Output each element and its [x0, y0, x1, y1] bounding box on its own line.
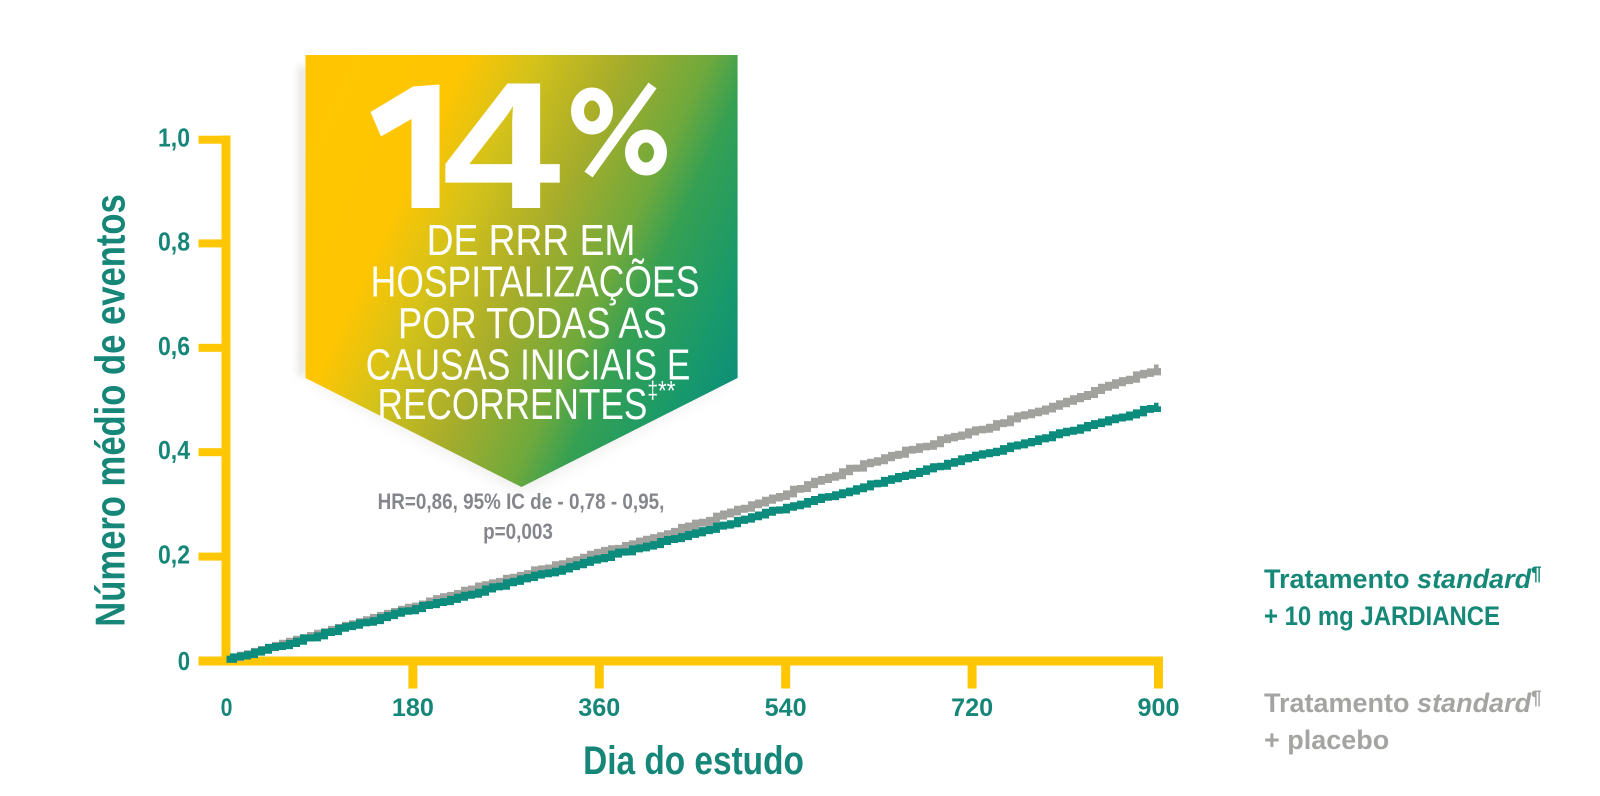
- svg-text:360: 360: [578, 694, 620, 722]
- svg-text:0: 0: [221, 693, 233, 721]
- svg-text:180: 180: [392, 694, 434, 722]
- svg-text:POR TODAS AS: POR TODAS AS: [398, 298, 667, 348]
- svg-text:540: 540: [765, 694, 807, 722]
- svg-text:Dia do estudo: Dia do estudo: [583, 738, 804, 783]
- svg-text:1,0: 1,0: [158, 123, 190, 153]
- svg-text:RECORRENTES‡**: RECORRENTES‡**: [378, 376, 676, 429]
- svg-text:0,6: 0,6: [158, 331, 190, 361]
- svg-text:DE RRR EM: DE RRR EM: [427, 215, 636, 265]
- svg-text:+ placebo: + placebo: [1264, 725, 1389, 755]
- svg-text:HOSPITALIZAÇÕES: HOSPITALIZAÇÕES: [371, 257, 700, 307]
- svg-text:0,8: 0,8: [158, 226, 190, 256]
- svg-text:720: 720: [951, 694, 993, 722]
- svg-text:0,2: 0,2: [158, 540, 190, 570]
- svg-text:0: 0: [178, 647, 190, 676]
- svg-text:4: 4: [442, 44, 561, 246]
- svg-text:Tratamento standard¶: Tratamento standard¶: [1264, 564, 1542, 594]
- svg-text:Tratamento standard¶: Tratamento standard¶: [1264, 688, 1542, 718]
- svg-text:p=0,003: p=0,003: [483, 520, 553, 545]
- svg-text:+ 10 mg JARDIANCE: + 10 mg JARDIANCE: [1264, 601, 1500, 631]
- svg-text:900: 900: [1138, 694, 1180, 722]
- svg-text:CAUSAS INICIAIS E: CAUSAS INICIAIS E: [366, 341, 691, 390]
- svg-text:HR=0,86, 95% IC de - 0,78 - 0,: HR=0,86, 95% IC de - 0,78 - 0,95,: [378, 490, 665, 515]
- svg-text:0,4: 0,4: [158, 435, 190, 465]
- svg-text:Número médio de eventos: Número médio de eventos: [87, 194, 134, 627]
